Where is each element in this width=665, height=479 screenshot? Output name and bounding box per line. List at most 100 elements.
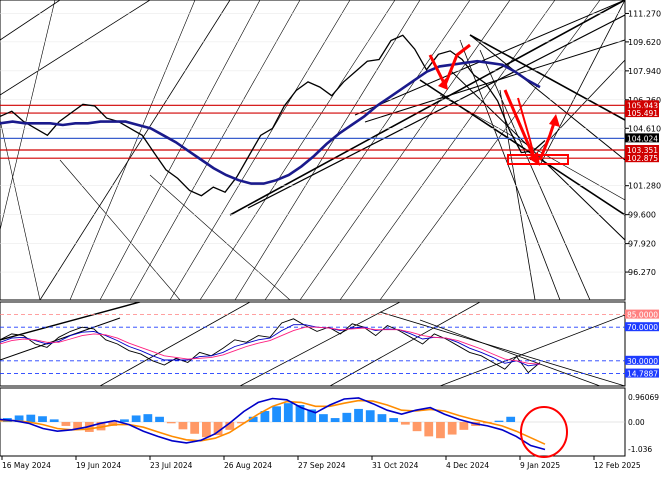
macd-tick-label: 0.96069 — [628, 393, 659, 402]
price-tick-label: 97.920 — [628, 240, 656, 249]
arrowhead — [438, 78, 448, 90]
projection-arrow — [428, 43, 471, 89]
oscillator-label-bg — [625, 309, 659, 319]
level-label-bg — [625, 133, 659, 143]
trendline — [0, 0, 61, 41]
macd-histogram-bar — [436, 422, 445, 439]
projection-arrow — [517, 97, 536, 161]
level-label-bg — [625, 100, 659, 110]
trendline — [0, 302, 141, 341]
macd-histogram-bar — [213, 422, 223, 436]
level-label-bg — [625, 144, 659, 154]
trendline — [247, 14, 625, 209]
level-label: 105.943 — [627, 101, 658, 110]
macd-histogram-bar — [424, 422, 434, 437]
price-layer — [0, 13, 625, 273]
macd-histogram-bar — [201, 422, 211, 438]
macd-histogram-bar — [400, 422, 410, 425]
axis-layer: 111.270109.620107.940106.260104.610101.2… — [1, 9, 661, 470]
oscillator-line — [0, 326, 541, 365]
macd-histogram-bar — [354, 408, 363, 422]
macd-histogram-bar — [459, 422, 469, 430]
macd-histogram-bar — [131, 415, 141, 422]
trendline — [239, 302, 401, 386]
macd-histogram-bar — [108, 422, 118, 426]
level-label: 104.024 — [627, 134, 658, 143]
date-tick-label: 16 May 2024 — [2, 461, 51, 470]
trendline — [59, 159, 181, 300]
oscillator-tick-label: 85.0000 — [627, 311, 658, 320]
trendline — [364, 39, 625, 123]
level-label-bg — [625, 153, 659, 163]
macd-tick-label: 0.00 — [628, 418, 645, 427]
trendline — [479, 49, 591, 300]
macd-histogram-bar — [73, 422, 83, 430]
macd-histogram-bar — [38, 416, 47, 422]
macd-histogram-bar — [155, 416, 164, 422]
trendline — [329, 302, 481, 386]
macd-histogram-bar — [260, 411, 270, 422]
macd-histogram-bar — [272, 406, 281, 422]
trendline — [439, 314, 625, 386]
price-tick-label: 104.610 — [628, 124, 661, 133]
macd-histogram-bar — [166, 422, 176, 424]
date-tick-label: 12 Feb 2025 — [594, 461, 641, 470]
trendline — [499, 89, 536, 300]
trendline — [149, 174, 291, 300]
trendline — [229, 0, 625, 216]
macd-histogram-bar — [190, 422, 200, 434]
macd-histogram-bar — [225, 422, 235, 430]
macd-layer — [0, 397, 625, 451]
macd-histogram-bar — [506, 416, 516, 422]
projection-arrow — [503, 89, 537, 161]
macd-histogram-bar — [248, 416, 258, 422]
macd-histogram-bar — [26, 414, 36, 422]
oscillator-line — [0, 318, 541, 374]
oscillator-label-bg — [625, 322, 659, 332]
date-tick-label: 27 Sep 2024 — [298, 461, 346, 470]
date-tick-label: 26 Aug 2024 — [224, 461, 272, 470]
date-tick-label: 9 Jan 2025 — [520, 461, 560, 470]
macd-histogram-bar — [342, 412, 352, 422]
highlight-circle — [520, 406, 568, 458]
level-label: 105.491 — [627, 109, 658, 118]
trendline — [419, 319, 601, 386]
oscillator-label-bg — [625, 368, 659, 378]
trendline — [459, 39, 561, 300]
macd-tick-label: -1.036 — [628, 445, 652, 454]
macd-histogram-bar — [377, 414, 387, 422]
date-tick-label: 23 Jul 2024 — [150, 461, 193, 470]
price-tick-label: 107.940 — [628, 67, 661, 76]
macd-histogram-bar — [330, 418, 340, 422]
macd-histogram-bar — [494, 420, 504, 422]
level-label-bg — [625, 108, 659, 118]
macd-histogram-bar — [412, 422, 422, 432]
osc-layer — [0, 314, 625, 374]
moving-average-line — [0, 59, 541, 185]
date-tick-label: 31 Oct 2024 — [372, 461, 419, 470]
level-label: 103.351 — [627, 146, 658, 155]
level-label: 102.875 — [627, 154, 658, 163]
macd-histogram-bar — [14, 415, 24, 422]
price-annotations — [428, 43, 569, 166]
macd-histogram-bar — [389, 418, 399, 422]
oscillator-label-bg — [625, 355, 659, 365]
price-line — [0, 34, 546, 197]
macd-histogram-bar — [96, 422, 106, 431]
macd-histogram-bar — [447, 422, 457, 435]
oscillator-line — [0, 324, 541, 367]
macd-histogram-bar — [143, 414, 153, 422]
macd-histogram-bar — [307, 409, 317, 422]
date-tick-label: 4 Dec 2024 — [446, 461, 489, 470]
trendline — [469, 34, 625, 161]
arrowhead — [549, 114, 560, 127]
price-tick-label: 101.280 — [628, 182, 661, 191]
macd-histogram-bar — [295, 405, 305, 422]
trendline — [0, 317, 121, 361]
trendline — [539, 0, 625, 166]
oscillator-tick-label: 30.0000 — [627, 357, 658, 366]
oscillator-tick-label: 70.0000 — [627, 323, 658, 332]
price-tick-label: 111.270 — [628, 9, 661, 18]
